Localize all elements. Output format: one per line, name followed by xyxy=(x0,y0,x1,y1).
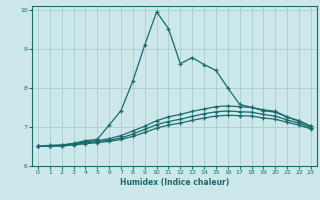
X-axis label: Humidex (Indice chaleur): Humidex (Indice chaleur) xyxy=(120,178,229,187)
